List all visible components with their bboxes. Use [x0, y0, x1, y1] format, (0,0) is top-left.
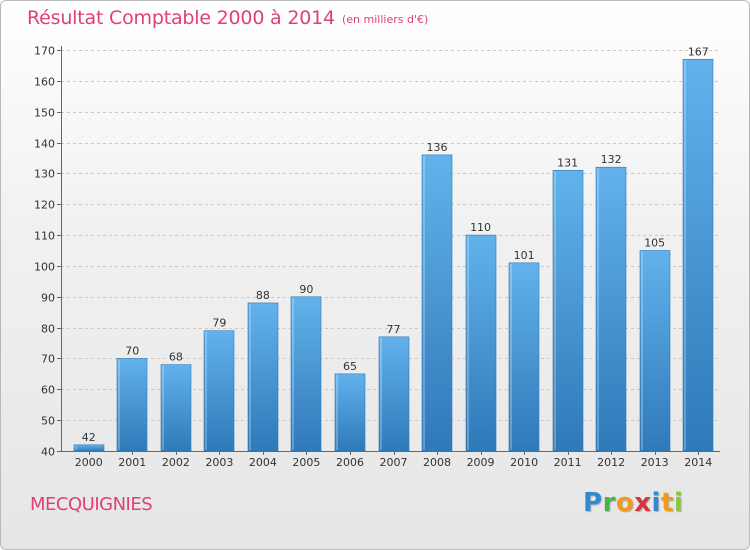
bar-highlight	[554, 171, 556, 451]
y-tick-label: 160	[34, 76, 55, 89]
data-label: 68	[169, 351, 183, 364]
logo-letter: x	[634, 488, 652, 518]
x-tick-label: 2003	[205, 456, 233, 469]
axes: 40 50 60 70 80 90 100 110 120 130 140 150 160 170 2000…	[34, 45, 720, 469]
bar	[682, 58, 714, 452]
y-tick-label: 130	[34, 168, 55, 181]
x-tick-label: 2012	[597, 456, 625, 469]
data-label: 136	[427, 141, 448, 154]
x-tick-label: 2007	[380, 456, 408, 469]
x-tick-label: 2001	[118, 456, 146, 469]
proxiti-logo: Proxiti	[583, 488, 683, 518]
x-tick-label: 2011	[554, 456, 582, 469]
data-label: 88	[256, 289, 270, 302]
y-tick-label: 70	[41, 353, 55, 366]
x-tick-label: 2013	[641, 456, 669, 469]
bar	[552, 170, 584, 452]
data-label: 42	[82, 431, 96, 444]
bar	[203, 330, 235, 452]
y-tick-label: 170	[34, 45, 55, 58]
logo-letter: t	[660, 488, 674, 518]
data-label: 131	[557, 156, 578, 169]
logo-letter: o	[615, 488, 635, 518]
bar-highlight	[292, 297, 294, 450]
bar-highlight	[467, 236, 469, 450]
y-tick-label: 50	[41, 415, 55, 428]
bar	[73, 444, 105, 452]
x-tick-label: 2009	[467, 456, 495, 469]
commune-name: MECQUIGNIES	[30, 494, 153, 515]
y-tick-label: 150	[34, 107, 55, 120]
data-label: 77	[387, 323, 401, 336]
bar-highlight	[249, 303, 251, 450]
bar-highlight	[380, 337, 382, 450]
data-label: 65	[343, 360, 357, 373]
logo-letter: i	[651, 488, 661, 518]
chart-title: Résultat Comptable 2000 à 2014	[27, 7, 335, 29]
x-tick-label: 2004	[249, 456, 277, 469]
y-tick-label: 120	[34, 199, 55, 212]
labels: 42 70 68 79 88 90 65 77 136 110 101 131 132 105 167	[82, 45, 709, 444]
y-tick-label: 40	[41, 446, 55, 459]
bar	[247, 302, 279, 452]
y-tick-label: 110	[34, 230, 55, 243]
data-label: 90	[299, 283, 313, 296]
logo-letter: P	[583, 488, 603, 518]
x-tick-label: 2000	[75, 456, 103, 469]
x-tick-label: 2005	[292, 456, 320, 469]
bar	[160, 364, 192, 452]
bar	[421, 154, 453, 452]
x-tick-label: 2006	[336, 456, 364, 469]
data-label: 105	[644, 237, 665, 250]
bar-highlight	[423, 155, 425, 450]
logo-letter: r	[602, 488, 616, 518]
data-label: 79	[212, 317, 226, 330]
x-tick-label: 2014	[684, 456, 712, 469]
bars	[73, 58, 714, 452]
bar	[116, 358, 148, 452]
y-tick-label: 60	[41, 384, 55, 397]
data-label: 167	[688, 45, 709, 58]
bar-highlight	[162, 365, 164, 450]
bar	[639, 250, 671, 452]
bar-highlight	[118, 359, 120, 450]
x-tick-label: 2008	[423, 456, 451, 469]
y-tick-label: 100	[34, 261, 55, 274]
bar	[508, 262, 540, 452]
y-tick-label: 90	[41, 292, 55, 305]
data-label: 101	[514, 249, 535, 262]
x-tick-label: 2010	[510, 456, 538, 469]
y-tick-label: 80	[41, 323, 55, 336]
bar-highlight	[597, 168, 599, 450]
bar-highlight	[336, 374, 338, 450]
bar	[290, 296, 322, 452]
chart-subtitle: (en milliers d'€)	[342, 13, 429, 26]
bar-highlight	[75, 445, 77, 450]
bar-highlight	[205, 331, 207, 450]
bar	[334, 373, 366, 452]
data-label: 70	[125, 344, 139, 357]
data-label: 132	[601, 153, 622, 166]
bar-highlight	[684, 60, 686, 450]
bar-highlight	[641, 251, 643, 450]
x-tick-label: 2002	[162, 456, 190, 469]
bar	[465, 234, 497, 452]
y-tick-label: 140	[34, 138, 55, 151]
bar	[595, 166, 627, 452]
bar-highlight	[510, 263, 512, 450]
bar	[378, 336, 410, 452]
data-label: 110	[470, 221, 491, 234]
logo-letter: i	[673, 488, 684, 518]
